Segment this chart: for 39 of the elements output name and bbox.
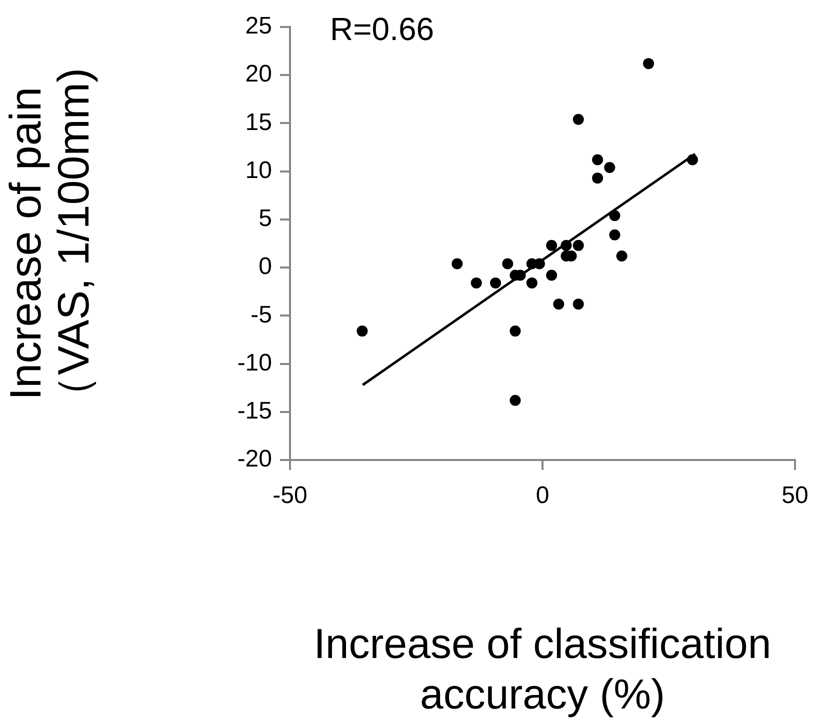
point (470, 277, 482, 288)
y-tick-label: -5 (250, 301, 272, 328)
annotation: R=0.66 (330, 10, 434, 47)
point (560, 240, 572, 251)
point (452, 258, 463, 270)
point (686, 154, 698, 166)
y-tick-label: -10 (237, 349, 272, 376)
y-axis-title: Increase of pain （VAS, 1/100mm) (1, 68, 99, 420)
point (572, 114, 584, 125)
point (616, 250, 628, 262)
point (546, 240, 558, 251)
x-tick-label: -50 (272, 482, 308, 510)
point (490, 277, 502, 288)
x-axis-title: Increase of classification accuracy (%) (314, 620, 772, 718)
point (502, 258, 514, 270)
y-tick-label: 20 (245, 60, 272, 88)
point (609, 229, 620, 240)
point (609, 210, 620, 222)
point (526, 277, 538, 288)
x-tick-label: 0 (536, 482, 550, 510)
point (592, 154, 604, 166)
point (572, 240, 584, 251)
point (510, 394, 521, 406)
y-tick-label: -20 (237, 446, 272, 473)
y-tick-label: 0 (258, 253, 272, 280)
point (553, 298, 564, 310)
y-tick-label: -15 (237, 398, 272, 425)
point (356, 326, 368, 337)
point (592, 172, 604, 184)
y-tick-label: 25 (245, 12, 272, 40)
y-tick-label: 15 (245, 108, 272, 136)
point (546, 270, 558, 281)
point (510, 326, 521, 337)
point (643, 58, 654, 70)
x-tick-label: 50 (782, 482, 808, 510)
point (572, 298, 584, 310)
point (604, 162, 616, 173)
y-tick-label: 10 (245, 156, 272, 184)
y-tick-label: 5 (258, 205, 272, 232)
